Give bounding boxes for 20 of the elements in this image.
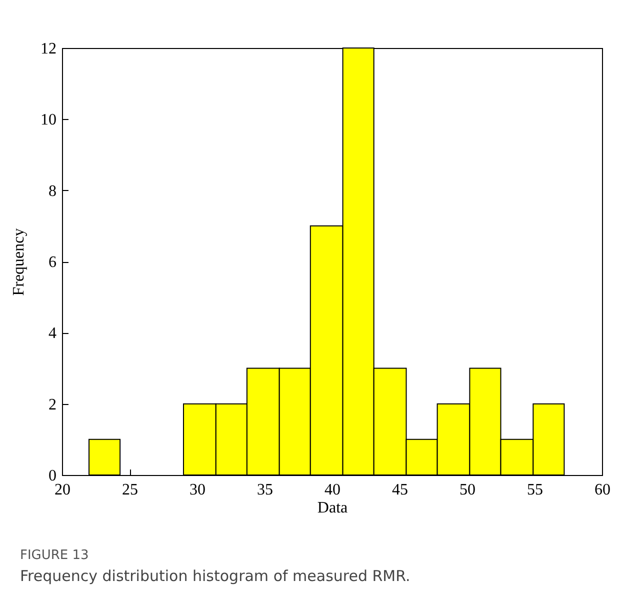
x-tick-label: 55 [527, 482, 543, 498]
y-tick-label: 8 [48, 182, 56, 200]
x-tick-label: 60 [594, 482, 610, 498]
y-tick-label: 0 [48, 468, 56, 484]
x-tick-label: 45 [392, 482, 408, 498]
x-tick-label: 35 [257, 482, 273, 498]
x-tick-label: 50 [460, 482, 476, 498]
y-axis-title: Frequency [10, 228, 28, 296]
caption: FIGURE 13 [20, 548, 90, 563]
y-tick-label: 4 [48, 325, 56, 342]
x-tick-label: 40 [324, 482, 340, 498]
y-tick-label: 12 [40, 40, 56, 58]
x-axis-title: Data [317, 500, 348, 516]
x-tick-label: 20 [54, 482, 70, 498]
y-tick-label: 10 [40, 112, 56, 129]
x-tick-label: 30 [190, 482, 206, 498]
y-tick-label: 6 [48, 254, 56, 271]
y-tick-label: 2 [48, 396, 56, 414]
x-tick-label: 25 [122, 482, 138, 498]
text: Frequency distribution histogram of measured RMR. [20, 567, 410, 585]
